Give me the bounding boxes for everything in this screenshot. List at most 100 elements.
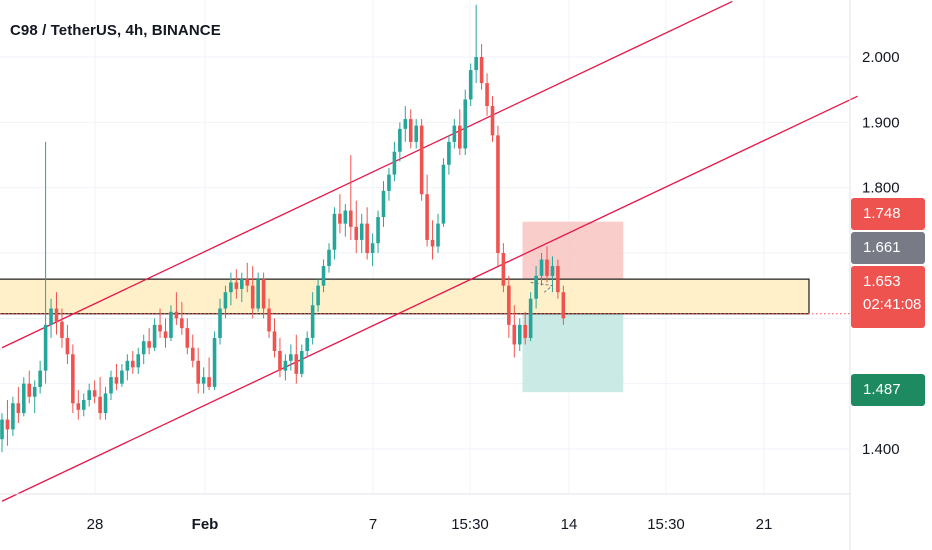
- candle: [474, 4, 478, 84]
- candle: [169, 305, 173, 342]
- candle: [343, 204, 348, 237]
- candle: [147, 328, 151, 355]
- candle-body: [425, 194, 429, 240]
- candle: [419, 119, 424, 201]
- candle: [250, 266, 255, 319]
- candle: [463, 89, 468, 155]
- candle: [229, 272, 233, 306]
- x-axis: 28 Feb 7 15:30 14 15:30 21: [87, 516, 773, 533]
- candle: [27, 370, 32, 404]
- candle: [22, 377, 26, 417]
- stop-price-badge: 1.748: [851, 198, 925, 230]
- candle-body: [430, 239, 435, 247]
- candle-body: [463, 99, 468, 149]
- candle: [32, 380, 37, 414]
- candle: [174, 292, 179, 325]
- candle: [65, 324, 70, 365]
- candle: [387, 168, 391, 201]
- candle-body: [283, 360, 288, 371]
- candle: [468, 63, 473, 106]
- candle: [414, 119, 418, 149]
- candle-body: [414, 125, 418, 142]
- candle: [436, 213, 440, 253]
- candle: [158, 308, 162, 338]
- zone-price-badge-bg: [851, 232, 925, 264]
- zone-price-badge-label: 1.661: [863, 239, 901, 256]
- candle-body: [349, 210, 353, 227]
- candle-body: [365, 223, 369, 253]
- candle-body: [316, 285, 320, 306]
- candle-body: [517, 324, 522, 345]
- chart-title: C98 / TetherUS, 4h, BINANCE: [10, 22, 221, 39]
- candle-body: [32, 386, 37, 397]
- candle: [120, 364, 124, 387]
- candle-body: [468, 70, 473, 100]
- candle: [359, 213, 364, 253]
- candle: [321, 259, 326, 293]
- candle-body: [27, 383, 32, 397]
- candle: [370, 233, 375, 267]
- candle: [163, 318, 168, 348]
- candle-body: [261, 279, 266, 309]
- candle: [190, 334, 195, 368]
- candle: [245, 262, 250, 293]
- candle: [196, 347, 200, 394]
- candle-body: [163, 331, 168, 338]
- candle-body: [278, 351, 282, 371]
- candle-body: [550, 266, 555, 276]
- candle: [349, 155, 353, 240]
- candle-body: [141, 341, 146, 355]
- candle: [561, 285, 566, 325]
- candle: [76, 390, 81, 420]
- candle-body: [169, 311, 173, 338]
- candle: [354, 200, 359, 253]
- candle-body: [436, 223, 440, 247]
- candle-body: [43, 324, 48, 371]
- candle: [338, 194, 342, 234]
- candle: [289, 344, 293, 371]
- candle: [403, 106, 408, 142]
- candle-body: [109, 377, 113, 394]
- candle: [305, 331, 309, 358]
- candle-body: [528, 298, 533, 338]
- candle: [131, 351, 135, 374]
- candle-body: [354, 226, 359, 240]
- y-tick-label: 1.900: [862, 114, 900, 131]
- x-tick-label: 7: [369, 516, 377, 533]
- channel-upper-line: [1, 0, 733, 349]
- candle: [180, 302, 184, 335]
- candle: [114, 364, 119, 391]
- y-tick-label: 1.400: [862, 441, 900, 458]
- candle: [267, 298, 271, 338]
- candle: [223, 285, 228, 319]
- candle-body: [359, 223, 364, 240]
- candle-body: [54, 308, 59, 322]
- candle-body: [223, 292, 228, 309]
- candle-body: [218, 308, 222, 338]
- candle-body: [0, 419, 4, 440]
- last-price-badge-countdown: 02:41:08: [863, 296, 921, 313]
- candle-body: [229, 282, 233, 293]
- candle-body: [125, 360, 130, 371]
- candle: [479, 43, 484, 90]
- candle: [272, 318, 277, 358]
- candle: [485, 73, 489, 116]
- candle-body: [332, 213, 337, 250]
- candle: [398, 122, 402, 162]
- candle-body: [267, 308, 271, 332]
- target-price-badge-bg: [851, 374, 925, 406]
- candle: [327, 243, 331, 273]
- candle-body: [22, 383, 26, 414]
- candle: [11, 396, 15, 436]
- candle-body: [71, 354, 75, 404]
- channel-lower-line: [1, 95, 858, 502]
- candle-body: [490, 106, 495, 136]
- candle: [545, 246, 549, 283]
- x-tick-label: 14: [561, 516, 578, 533]
- candle: [392, 141, 397, 182]
- grid: [0, 0, 850, 494]
- candle: [458, 109, 462, 155]
- candle: [256, 272, 260, 312]
- candle-body: [92, 390, 97, 397]
